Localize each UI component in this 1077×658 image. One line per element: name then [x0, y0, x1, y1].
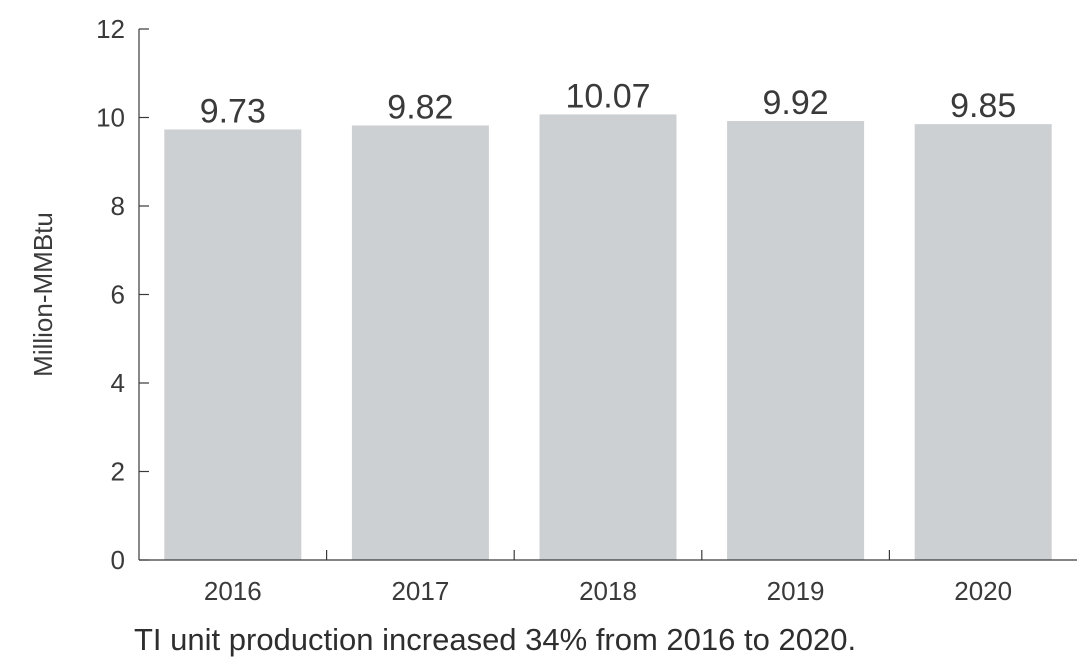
- y-tick-label-4: 4: [111, 368, 125, 398]
- y-tick-label-8: 8: [111, 191, 125, 221]
- y-tick-label-10: 10: [96, 103, 125, 133]
- value-label-2020: 9.85: [950, 87, 1016, 125]
- y-tick-label-2: 2: [111, 457, 125, 487]
- value-label-2019: 9.92: [763, 84, 829, 122]
- value-label-2018: 10.07: [565, 77, 650, 115]
- x-tick-label-2020: 2020: [954, 576, 1012, 606]
- bar-2020: [914, 124, 1052, 560]
- value-label-2017: 9.82: [387, 88, 453, 126]
- x-tick-label-2019: 2019: [767, 576, 825, 606]
- bar-2018: [539, 114, 677, 560]
- y-tick-label-0: 0: [111, 545, 125, 575]
- x-ticks-layer: 2016 2017 2018 2019 2020: [204, 550, 1012, 606]
- x-tick-label-2017: 2017: [391, 576, 449, 606]
- x-tick-label-2018: 2018: [579, 576, 637, 606]
- y-axis-title: Million-MMBtu: [28, 212, 58, 377]
- y-tick-label-6: 6: [111, 280, 125, 310]
- bars-layer: [164, 114, 1052, 560]
- x-tick-label-2016: 2016: [204, 576, 262, 606]
- bar-2017: [351, 125, 489, 560]
- y-ticks-layer: 0 2 4 6 8 10 12: [96, 14, 149, 575]
- y-tick-label-12: 12: [96, 14, 125, 44]
- value-labels-layer: 9.73 9.82 10.07 9.92 9.85: [200, 77, 1017, 130]
- bar-2019: [727, 121, 865, 560]
- bar-2016: [164, 129, 302, 560]
- value-label-2016: 9.73: [200, 92, 266, 130]
- chart-caption: TI unit production increased 34% from 20…: [134, 622, 856, 657]
